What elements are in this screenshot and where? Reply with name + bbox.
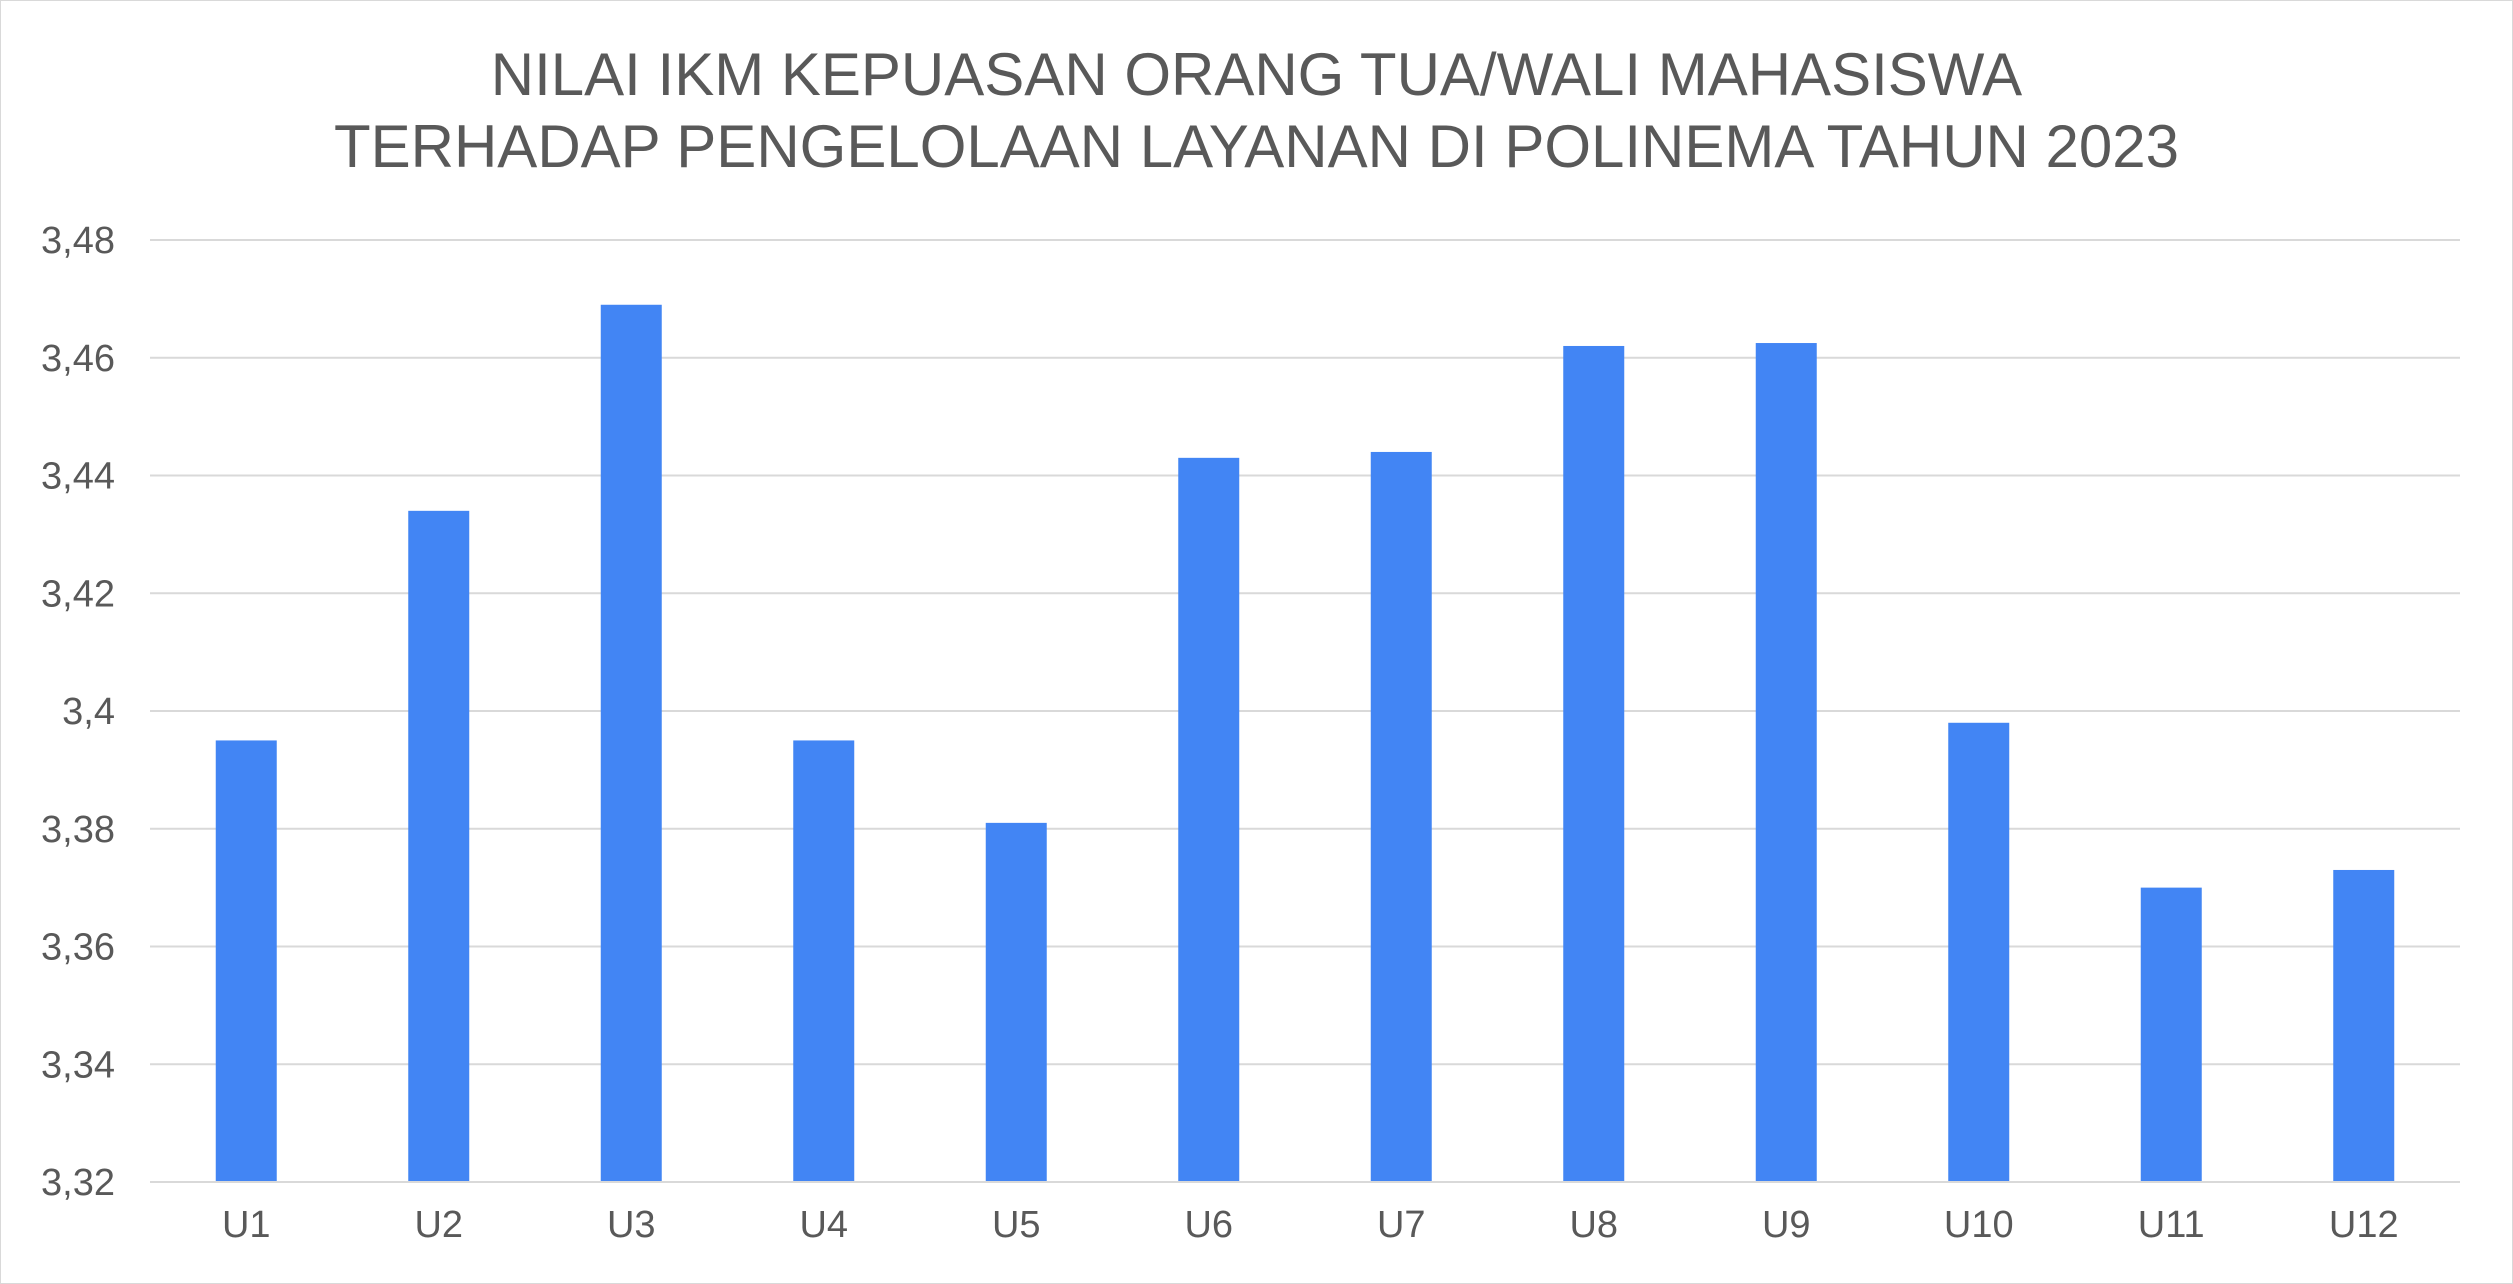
y-tick-label: 3,42 bbox=[41, 573, 115, 615]
y-tick-label: 3,32 bbox=[41, 1162, 115, 1204]
y-tick-label: 3,36 bbox=[41, 927, 115, 969]
x-tick-label-u4: U4 bbox=[799, 1204, 848, 1246]
y-tick-label: 3,4 bbox=[62, 691, 115, 733]
gridlines bbox=[150, 239, 2460, 1066]
y-tick-label: 3,44 bbox=[41, 456, 115, 498]
x-tick-label-u9: U9 bbox=[1762, 1204, 1811, 1246]
x-tick-label-u6: U6 bbox=[1184, 1204, 1233, 1246]
chart-title-line-1: NILAI IKM KEPUASAN ORANG TUA/WALI MAHASI… bbox=[490, 41, 2023, 108]
bar-u2 bbox=[408, 510, 470, 1182]
x-tick-label-u12: U12 bbox=[2329, 1204, 2399, 1246]
x-tick-label-u7: U7 bbox=[1377, 1204, 1426, 1246]
bar-u6 bbox=[1178, 457, 1240, 1182]
x-tick-label-u1: U1 bbox=[222, 1204, 271, 1246]
y-tick-label: 3,48 bbox=[41, 220, 115, 262]
bar-u10 bbox=[1948, 722, 2010, 1182]
x-tick-label-u3: U3 bbox=[607, 1204, 656, 1246]
bar-u9 bbox=[1755, 343, 1817, 1182]
x-tick-label-u2: U2 bbox=[414, 1204, 463, 1246]
chart-title-line-2: TERHADAP PENGELOLAAN LAYANAN DI POLINEMA… bbox=[333, 113, 2180, 180]
x-axis-tick-labels: U1 U2 U3 U4 U5 U6 U7 U8 U9 U10 U11 U12 bbox=[222, 1204, 2399, 1246]
bar-u8 bbox=[1563, 345, 1625, 1183]
bar-u7 bbox=[1370, 451, 1432, 1182]
y-tick-label: 3,46 bbox=[41, 338, 115, 380]
bar-u1 bbox=[215, 740, 277, 1182]
y-axis-tick-labels: 3,32 3,34 3,36 3,38 3,4 3,42 3,44 3,46 3,48 bbox=[41, 220, 115, 1204]
x-tick-label-u5: U5 bbox=[992, 1204, 1041, 1246]
bar-u12 bbox=[2333, 869, 2395, 1182]
bar-u11 bbox=[2140, 887, 2202, 1182]
x-tick-label-u11: U11 bbox=[2138, 1204, 2205, 1246]
bars bbox=[215, 304, 2395, 1183]
x-tick-label-u8: U8 bbox=[1569, 1204, 1618, 1246]
x-tick-label-u10: U10 bbox=[1944, 1204, 2014, 1246]
bar-u4 bbox=[793, 740, 855, 1182]
bar-u5 bbox=[985, 822, 1047, 1182]
y-tick-label: 3,34 bbox=[41, 1044, 115, 1086]
y-tick-label: 3,38 bbox=[41, 809, 115, 851]
bar-u3 bbox=[600, 304, 662, 1182]
